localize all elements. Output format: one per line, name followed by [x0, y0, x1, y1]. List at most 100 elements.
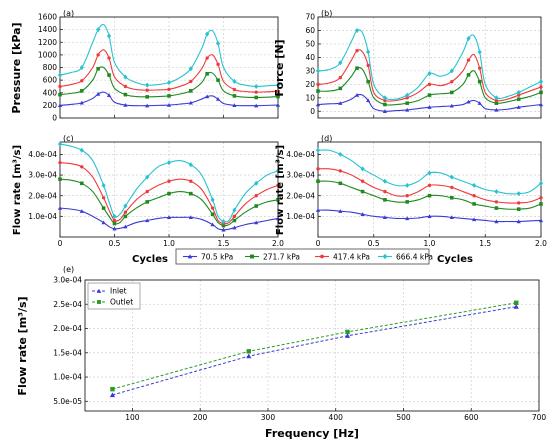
ytick-label-d-1: 2.0e-04 — [286, 191, 315, 200]
legend-e-marker-outlet — [97, 300, 101, 304]
data-point-c-s666-14 — [188, 162, 193, 168]
data-point-c-s417-16 — [210, 206, 215, 210]
panel-label-c: (c) — [63, 134, 74, 143]
data-point-c-s417-20 — [232, 214, 237, 219]
data-point-c-s271-16 — [210, 212, 215, 217]
data-point-c-s70-14 — [188, 215, 193, 220]
data-point-c-s666-20 — [232, 207, 237, 213]
data-point-d-s271-2 — [338, 181, 343, 186]
data-point-e-outlet-3 — [514, 300, 519, 306]
data-point-d-s70-8 — [405, 216, 410, 221]
data-point-d-s666-4 — [360, 166, 365, 172]
data-point-c-s666-0 — [57, 141, 63, 147]
data-point-c-s417-0 — [58, 160, 62, 165]
ytick-label-b-2: 20 — [305, 80, 315, 89]
data-point-a-s70-4 — [96, 91, 101, 96]
data-point-d-s666-12 — [449, 174, 454, 180]
data-point-d-s271-4 — [360, 189, 365, 194]
data-point-c-s417-6 — [112, 218, 117, 223]
data-point-e-outlet-1 — [246, 349, 251, 354]
data-point-d-s666-14 — [472, 182, 477, 188]
data-point-b-s70-10 — [405, 107, 410, 112]
data-point-d-s417-8 — [405, 194, 409, 198]
panel-label-d: (d) — [321, 134, 332, 143]
data-point-d-s70-12 — [449, 215, 454, 220]
ytick-label-a-6: 1200 — [38, 38, 57, 47]
series-line-e-inlet — [112, 306, 517, 396]
data-point-a-s417-6 — [107, 56, 111, 60]
data-point-d-s70-18 — [516, 219, 521, 224]
data-point-b-s666-20 — [494, 95, 499, 101]
xtick-label-c-3: 1.5 — [218, 239, 230, 248]
data-point-a-s70-12 — [166, 102, 172, 107]
data-point-d-s417-16 — [494, 200, 499, 204]
data-point-b-s417-10 — [405, 96, 409, 100]
data-point-b-s271-4 — [355, 66, 359, 70]
legend-e-label-outlet: Outlet — [110, 298, 133, 307]
data-point-a-s666-6 — [106, 33, 112, 39]
panel-b-force: 0 10 20 30 40 50 60 70 (b) Force [N] — [273, 9, 544, 119]
data-point-b-s70-0 — [315, 102, 321, 107]
data-point-d-s70-20 — [538, 218, 544, 223]
series-line-e-outlet — [112, 302, 517, 390]
ytick-label-b-0: 0 — [310, 107, 315, 116]
data-point-a-s666-14 — [188, 66, 193, 72]
ylabel-c: Flow rate [m³/s] — [12, 145, 23, 235]
data-point-d-s666-16 — [494, 189, 499, 195]
data-point-c-s271-4 — [101, 206, 106, 210]
data-point-a-s417-10 — [145, 88, 149, 92]
data-point-a-s271-8 — [123, 92, 128, 97]
data-point-c-s666-10 — [145, 174, 150, 180]
data-point-c-s666-6 — [112, 213, 117, 219]
data-point-b-s70-8 — [382, 109, 387, 113]
data-point-a-s271-0 — [58, 92, 62, 97]
xlabel-d: Cycles — [437, 254, 473, 265]
data-point-b-s70-4 — [354, 93, 360, 97]
panel-e-frequency: 5.0e-05 1.0e-04 1.5e-04 2.0e-04 2.5e-04 3.0e-… — [16, 265, 546, 440]
data-point-a-s70-24 — [275, 102, 281, 107]
data-point-c-s666-24 — [275, 168, 281, 174]
ytick-label-c-0: 1.0e-04 — [28, 212, 57, 221]
data-point-b-s271-8 — [383, 102, 387, 107]
data-point-b-s70-24 — [538, 102, 544, 107]
data-point-a-s666-4 — [96, 27, 101, 33]
data-point-e-inlet-1 — [246, 353, 252, 359]
plot-frame-e — [84, 279, 540, 412]
data-point-b-s70-6 — [366, 98, 371, 103]
data-point-d-s666-18 — [516, 191, 521, 197]
data-point-b-s417-4 — [355, 48, 359, 53]
data-point-d-s417-18 — [517, 201, 521, 205]
data-point-b-s271-24 — [539, 90, 543, 95]
data-point-b-s271-22 — [516, 97, 521, 101]
data-point-b-s417-20 — [494, 98, 499, 103]
data-point-b-s70-16 — [466, 99, 471, 104]
data-point-a-s417-22 — [254, 90, 258, 94]
ytick-label-d-2: 3.0e-04 — [286, 171, 315, 180]
data-point-d-s70-14 — [472, 217, 477, 222]
data-point-c-s70-2 — [79, 209, 84, 213]
xtick-label-e-6: 700 — [532, 413, 547, 422]
data-point-c-s666-16 — [210, 197, 215, 203]
data-point-d-s666-6 — [382, 178, 387, 184]
data-point-a-s417-18 — [216, 62, 220, 67]
data-point-b-s666-24 — [538, 79, 544, 85]
data-point-c-s271-2 — [80, 181, 84, 186]
data-point-e-outlet-0 — [110, 386, 115, 392]
data-point-c-s70-10 — [145, 218, 150, 223]
data-point-d-s417-20 — [539, 196, 543, 200]
data-point-a-s271-2 — [80, 89, 84, 93]
data-point-b-s666-12 — [427, 71, 432, 77]
ylabel-a: Pressure [kPa] — [10, 22, 23, 113]
data-point-b-s271-20 — [494, 101, 499, 105]
xtick-label-d-2: 1.0 — [424, 239, 436, 248]
data-point-b-s417-0 — [316, 82, 320, 87]
xtick-label-e-3: 400 — [329, 413, 344, 422]
data-point-e-inlet-0 — [109, 392, 116, 398]
ytick-label-a-4: 800 — [43, 63, 58, 72]
legend-label-s417: 417.4 kPa — [333, 252, 370, 261]
data-point-d-s666-20 — [538, 180, 544, 186]
data-point-a-s70-16 — [205, 94, 210, 99]
data-point-c-s666-12 — [166, 160, 172, 166]
legend-marker-s271 — [250, 254, 254, 259]
